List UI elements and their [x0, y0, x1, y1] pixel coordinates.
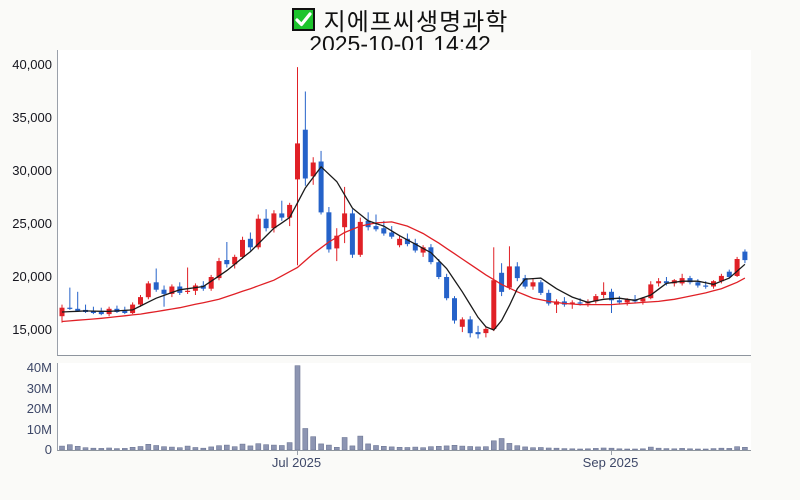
volume-tick-label: 40M	[26, 360, 52, 376]
checkmark-glyph	[295, 12, 312, 27]
volume-tick-label: 10M	[26, 421, 52, 437]
price-chart-panel	[57, 50, 751, 356]
chart-title-row: 지에프씨생명과학	[0, 2, 800, 37]
check-icon	[291, 8, 315, 31]
volume-tick-label: 30M	[26, 380, 52, 396]
date-tick-label: Jul 2025	[271, 455, 322, 470]
date-tick-mark	[296, 451, 298, 455]
volume-tick-label: 20M	[26, 401, 52, 417]
volume-tick-label: 0	[44, 442, 52, 457]
price-tick-label: 25,000	[12, 216, 52, 231]
long-moving-average-line	[61, 221, 746, 323]
stock-name-title: 지에프씨생명과학	[323, 9, 509, 36]
price-tick-label: 30,000	[12, 163, 52, 178]
price-tick-label: 15,000	[12, 322, 52, 337]
price-candlestick-svg	[59, 67, 748, 339]
price-tick-label: 20,000	[12, 269, 52, 284]
price-tick-label: 40,000	[12, 57, 52, 72]
date-tick-mark	[610, 451, 612, 455]
date-tick-label: Sep 2025	[582, 455, 639, 470]
volume-chart-panel	[57, 363, 751, 451]
short-moving-average-line	[61, 165, 746, 331]
price-tick-label: 35,000	[12, 110, 52, 125]
volume-bars-svg	[59, 365, 748, 450]
